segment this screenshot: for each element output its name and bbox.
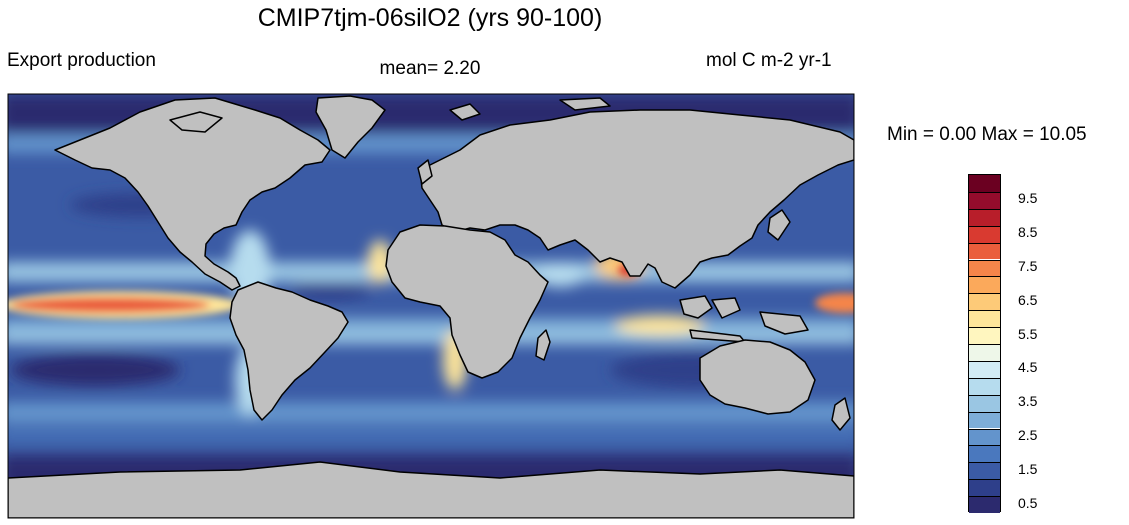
colorbar-tick-label: 1.5 [1018, 460, 1038, 477]
colorbar-tick-label: 4.5 [1018, 359, 1038, 376]
colorbar-segment [969, 225, 1000, 243]
colorbar-segment [969, 411, 1000, 429]
colorbar-segment [969, 327, 1000, 344]
colorbar-segment [969, 428, 1000, 446]
colorbar-tick-label: 7.5 [1018, 257, 1038, 274]
colorbar-segment [969, 293, 1000, 311]
colorbar-segment [969, 344, 1000, 361]
colorbar-segment [969, 310, 1000, 328]
colorbar-segment [969, 242, 1000, 260]
colorbar-segment [969, 175, 1000, 192]
colorbar-segment [969, 445, 1000, 463]
colorbar-tick-label: 2.5 [1018, 426, 1038, 443]
colorbar-tick-label: 8.5 [1018, 224, 1038, 241]
colorbar-segment [969, 496, 1000, 513]
equatorial-pacific-maximum [8, 264, 854, 319]
min-max-label: Min = 0.00 Max = 10.05 [887, 124, 1087, 145]
colorbar-segment [969, 479, 1000, 497]
colorbar [968, 174, 1001, 513]
colorbar-segment [969, 377, 1000, 395]
plot-title: CMIP7tjm-06silO2 (yrs 90-100) [257, 4, 603, 32]
colorbar-segment [969, 462, 1000, 480]
colorbar-tick-label: 9.5 [1018, 190, 1038, 207]
colorbar-segment [969, 191, 1000, 209]
field-name: Export production [7, 50, 156, 71]
units-label: mol C m-2 yr-1 [706, 50, 832, 71]
colorbar-tick-label: 0.5 [1018, 494, 1038, 511]
colorbar-segment [969, 394, 1000, 412]
colorbar-segment [969, 360, 1000, 378]
map-frame [7, 93, 855, 519]
colorbar-segment [969, 259, 1000, 277]
colorbar-tick-label: 3.5 [1018, 393, 1038, 410]
colorbar-segment [969, 276, 1000, 294]
land-masses [8, 95, 854, 518]
colorbar-segment [969, 208, 1000, 226]
mean-value: mean= 2.20 [379, 58, 481, 79]
colorbar-tick-label: 5.5 [1018, 325, 1038, 342]
colorbar-tick-label: 6.5 [1018, 291, 1038, 308]
